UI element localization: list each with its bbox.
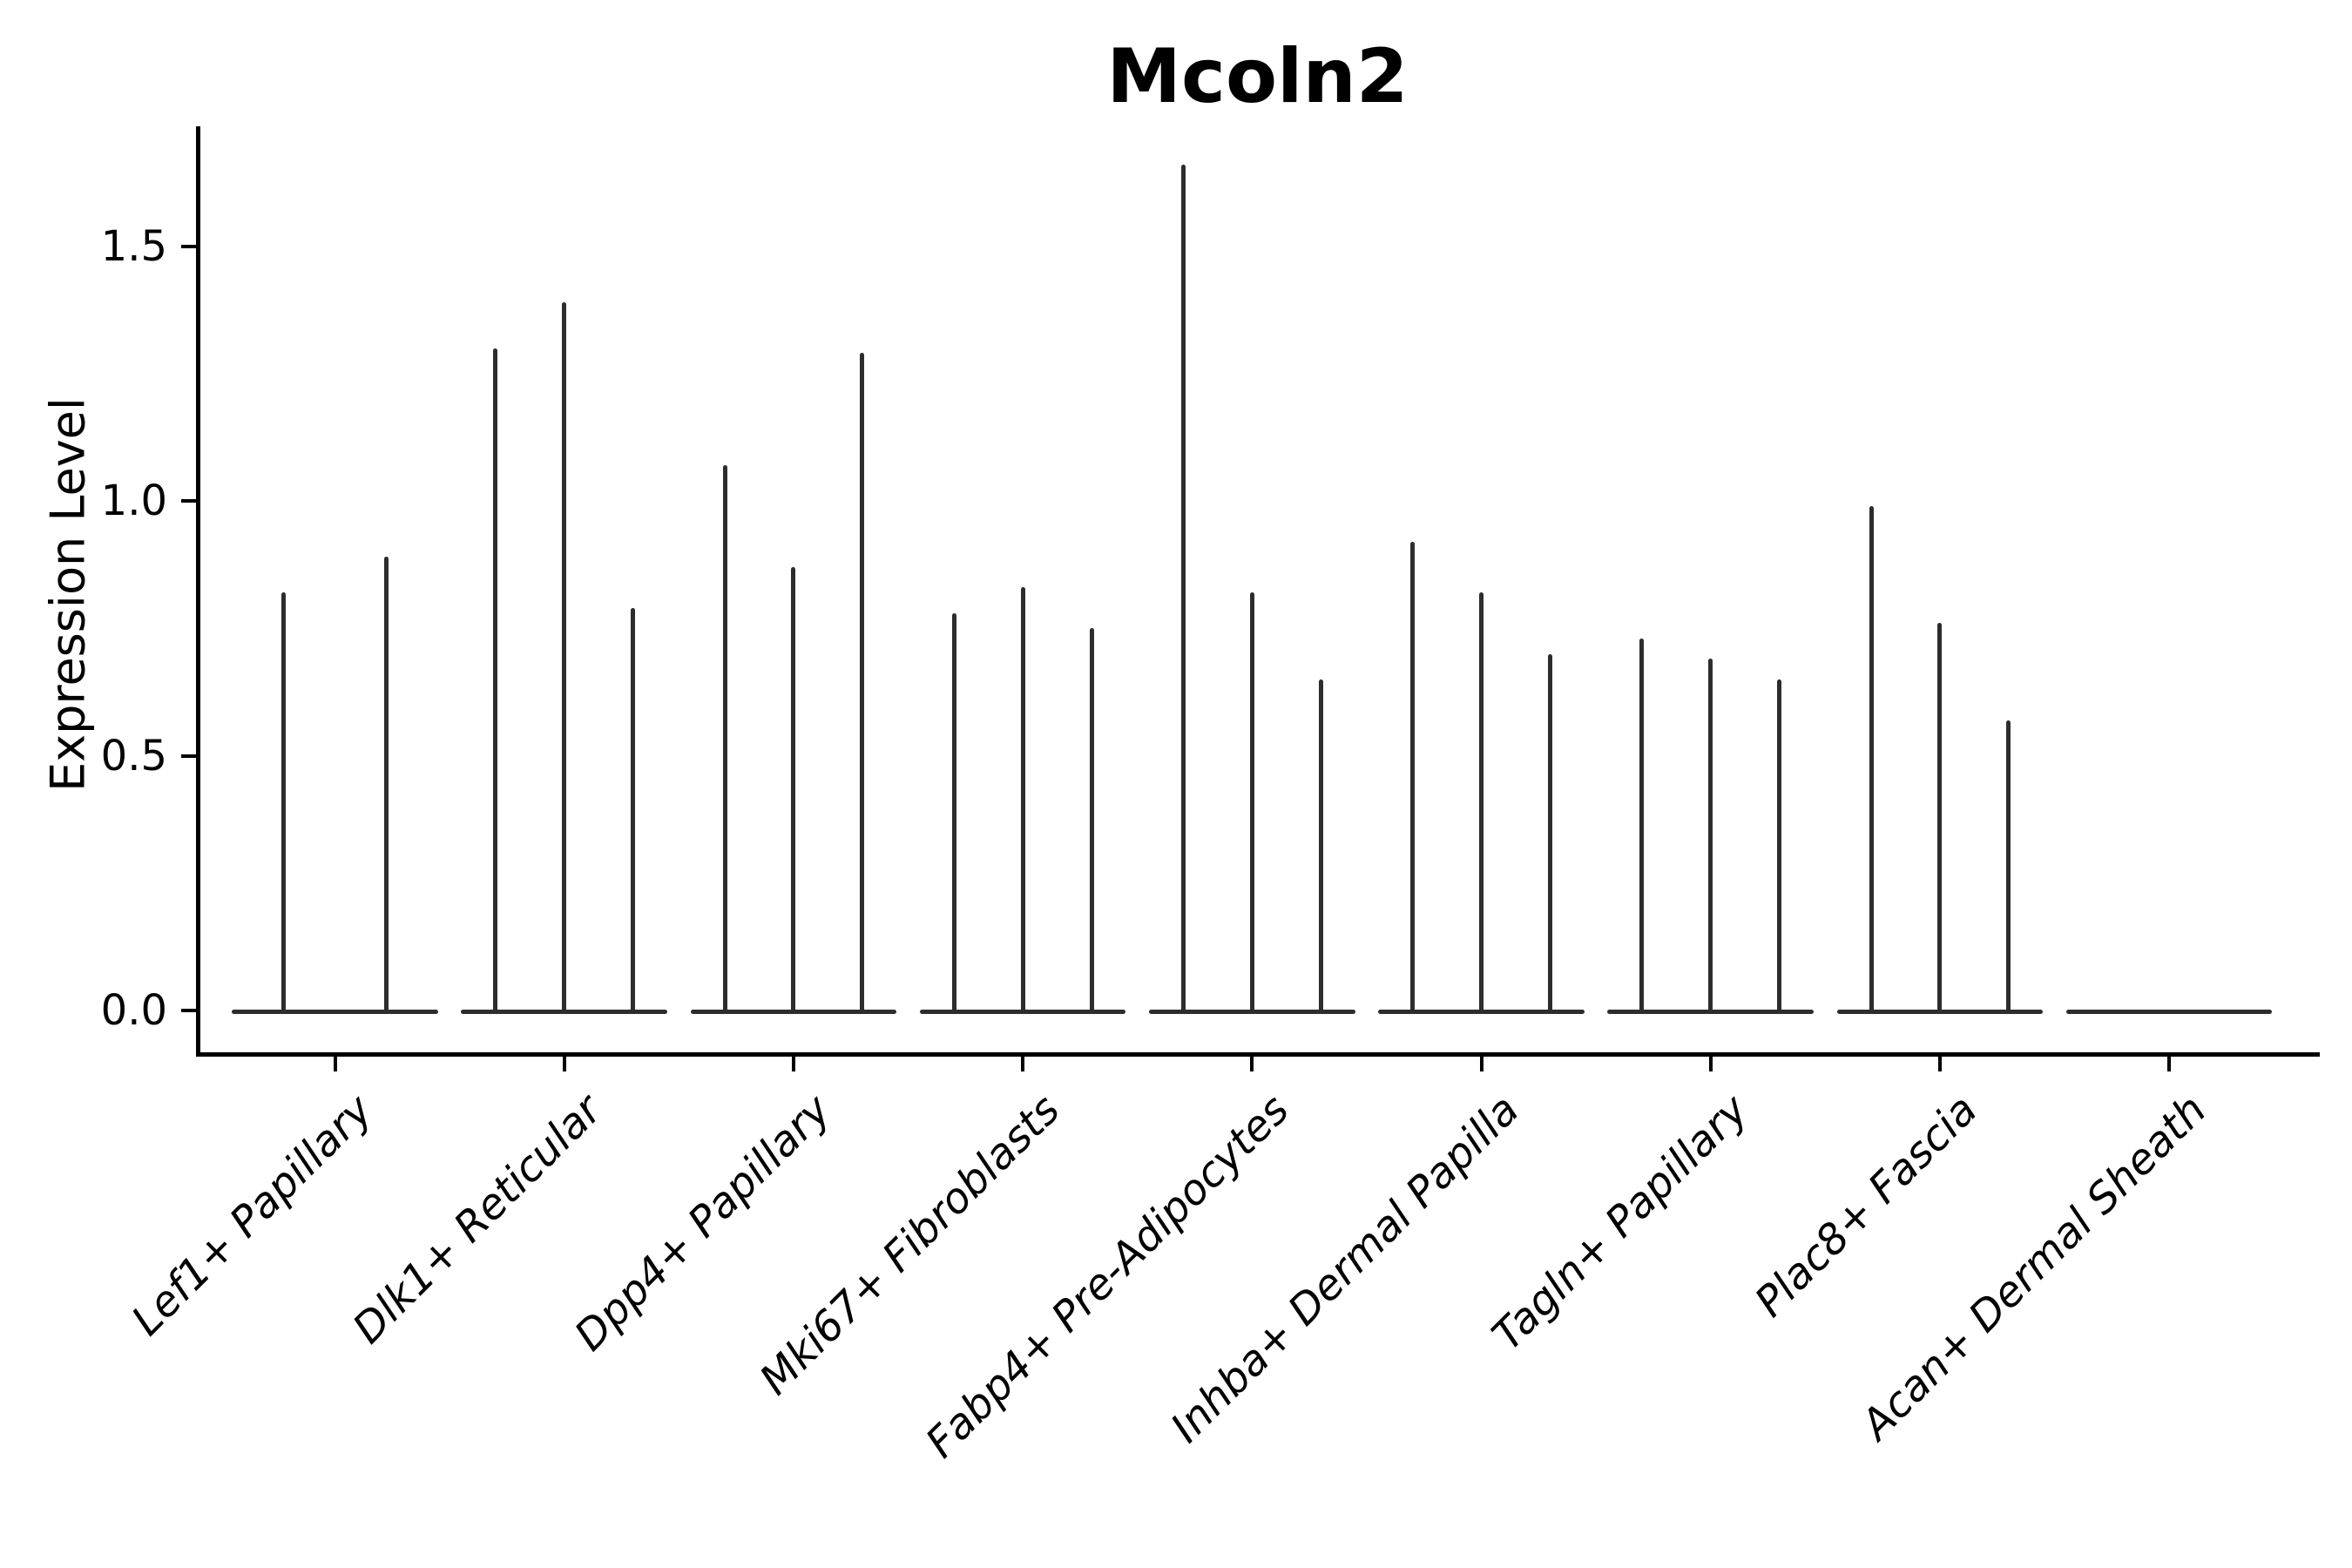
violin-base — [919, 1010, 1126, 1014]
violin-needle — [1547, 653, 1552, 1012]
violin-needle — [1479, 592, 1484, 1012]
violin-base — [1607, 1010, 1815, 1014]
violin-base — [232, 1010, 438, 1014]
plot-title: Mcoln2 — [1106, 33, 1409, 120]
violin-needle — [1777, 679, 1782, 1012]
violin-needle — [1249, 592, 1254, 1012]
violin-base — [2065, 1010, 2273, 1014]
violin-needle — [1708, 659, 1713, 1012]
violin-base — [1148, 1010, 1355, 1014]
violin-needle — [860, 353, 865, 1012]
violin-needle — [384, 557, 389, 1012]
violin-needle — [1020, 587, 1025, 1012]
violin-base — [690, 1010, 897, 1014]
y-tick-label: 1.0 — [100, 476, 167, 525]
violin-needle — [280, 592, 286, 1012]
violin-needle — [1318, 679, 1323, 1012]
violin-needle — [722, 465, 727, 1012]
violin-needle — [951, 612, 956, 1012]
x-tick-mark — [1250, 1056, 1254, 1071]
y-tick-label: 0.0 — [100, 986, 167, 1035]
x-tick-mark — [1479, 1056, 1484, 1071]
x-axis-spine — [195, 1051, 2320, 1057]
y-tick-label: 0.5 — [100, 731, 167, 781]
y-tick-mark — [180, 1009, 196, 1012]
violin-needle — [1639, 638, 1645, 1012]
y-tick-mark — [180, 754, 196, 758]
x-tick-mark — [2167, 1056, 2172, 1071]
violin-base — [1378, 1010, 1585, 1014]
violin-base — [1836, 1010, 2044, 1014]
violin-needle — [631, 607, 636, 1012]
violin-needle — [493, 348, 498, 1012]
y-axis-label: Expression Level — [40, 397, 96, 792]
violin-needle — [2006, 720, 2011, 1012]
violin-needle — [1410, 541, 1416, 1012]
violin-needle — [1180, 164, 1186, 1012]
x-tick-mark — [562, 1056, 566, 1071]
violin-needle — [1089, 628, 1094, 1012]
violin-needle — [562, 301, 567, 1012]
violin-needle — [1937, 623, 1943, 1012]
violin-needle — [1869, 505, 1874, 1012]
x-tick-mark — [1708, 1056, 1713, 1071]
y-tick-mark — [180, 244, 196, 248]
y-tick-label: 1.5 — [100, 221, 167, 271]
y-axis-spine — [195, 126, 200, 1057]
x-tick-mark — [1937, 1056, 1942, 1071]
x-tick-mark — [1021, 1056, 1025, 1071]
x-tick-mark — [333, 1056, 337, 1071]
violin-needle — [791, 567, 796, 1012]
y-tick-mark — [180, 499, 196, 503]
x-tick-mark — [791, 1056, 795, 1071]
violin-base — [461, 1010, 668, 1014]
